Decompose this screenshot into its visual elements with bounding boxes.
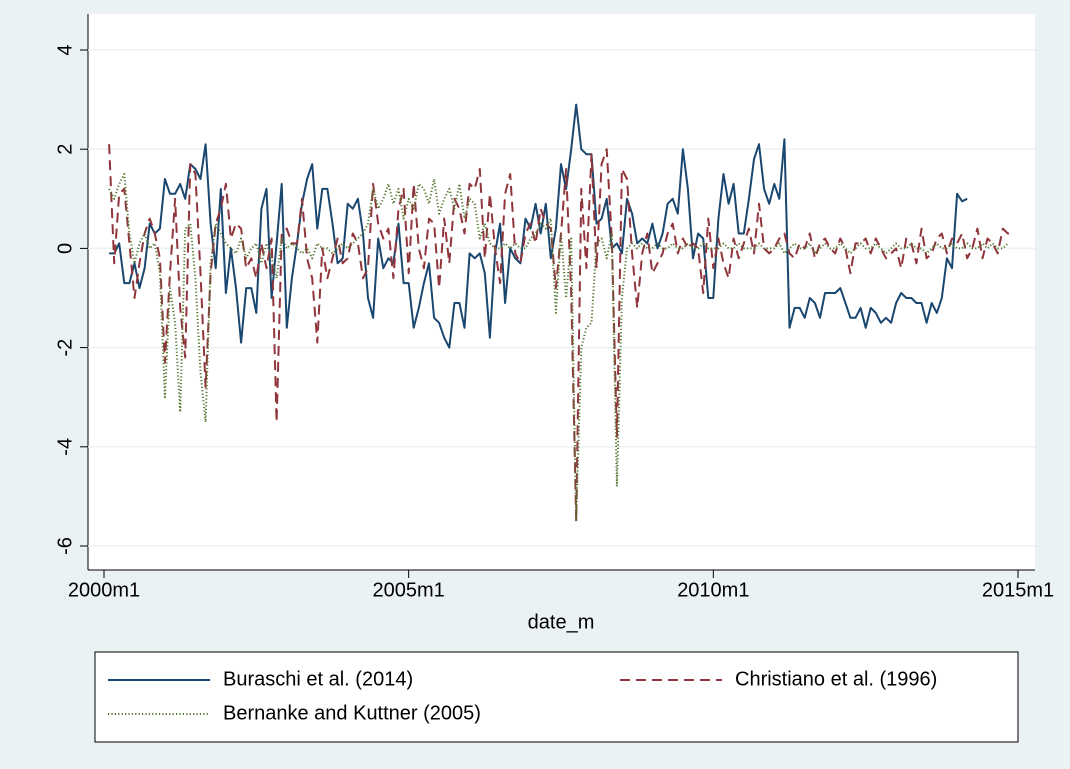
plot-region <box>88 14 1035 570</box>
y-tick-label: -6 <box>54 537 76 555</box>
legend-label: Christiano et al. (1996) <box>735 668 937 690</box>
line-series <box>108 173 1009 523</box>
x-axis-label: date_m <box>528 611 595 633</box>
line-series <box>109 103 968 349</box>
legend-label: Buraschi et al. (2014) <box>223 668 413 690</box>
legend-label: Bernanke and Kuttner (2005) <box>223 702 481 724</box>
y-tick-label: -4 <box>54 438 76 456</box>
x-tick-label: 2015m1 <box>982 579 1054 601</box>
x-tick-label: 2005m1 <box>373 579 445 601</box>
y-tick-label: 0 <box>54 243 76 254</box>
x-tick-label: 2010m1 <box>677 579 749 601</box>
y-tick-label: 4 <box>54 44 76 55</box>
x-tick-label: 2000m1 <box>68 579 140 601</box>
legend-box <box>94 651 1019 743</box>
y-tick-label: 2 <box>54 144 76 155</box>
y-tick-label: -2 <box>54 339 76 357</box>
